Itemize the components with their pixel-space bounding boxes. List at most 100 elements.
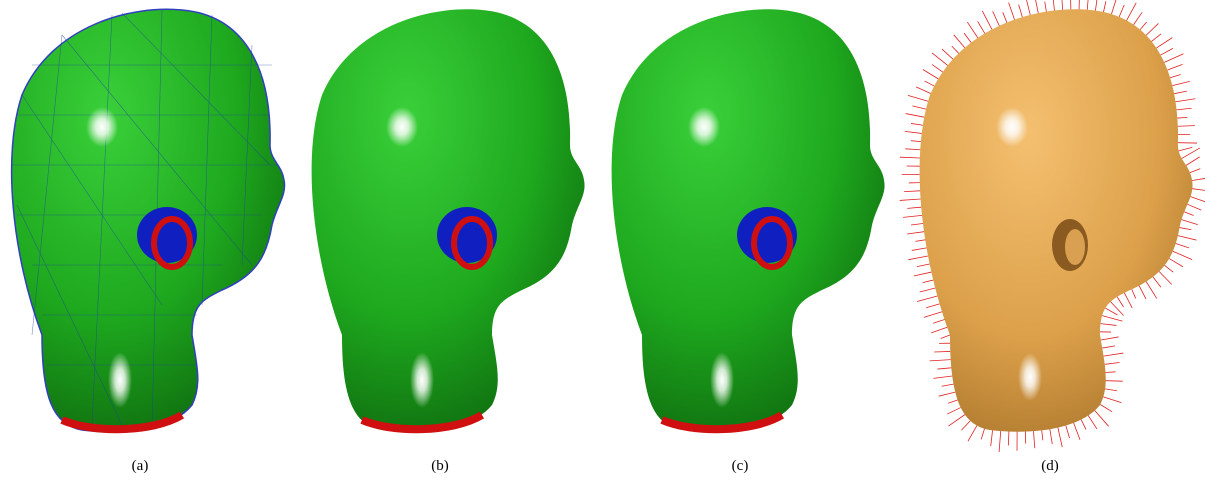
normal-spike (933, 376, 952, 378)
normal-spike (907, 207, 921, 208)
normal-spike (907, 232, 924, 234)
normal-spike (942, 49, 953, 59)
normal-spike (1003, 12, 1007, 22)
normal-spike (934, 351, 950, 352)
normal-spike (981, 429, 984, 440)
normal-spike (906, 114, 925, 118)
normal-spike (900, 157, 920, 158)
caption: (c) (732, 458, 749, 474)
caption: (b) (431, 458, 449, 474)
normal-spike (999, 431, 1001, 452)
normal-spike (967, 22, 978, 38)
normal-spike (914, 272, 932, 276)
normal-spike (1095, 411, 1109, 427)
normal-spike (948, 415, 964, 426)
normal-spike (931, 327, 947, 333)
normal-spike (1009, 3, 1015, 20)
normal-spike (1066, 426, 1070, 438)
normal-spike (916, 87, 931, 94)
normal-spike (1053, 0, 1055, 10)
normal-spike (1008, 432, 1009, 446)
normal-spike (905, 131, 922, 133)
normal-spike (1159, 271, 1172, 284)
normal-spike (912, 106, 926, 109)
normal-spike (933, 320, 944, 324)
normal-spike (905, 149, 920, 150)
normal-spike (942, 384, 954, 386)
normal-spike (982, 11, 992, 30)
normal-spike (1173, 251, 1192, 259)
normal-spike (1170, 75, 1181, 78)
normal-spike (1105, 308, 1117, 315)
normal-spike (1156, 38, 1172, 48)
normal-spike (1127, 3, 1137, 21)
normal-spike (1192, 178, 1205, 181)
normal-spike (964, 33, 971, 43)
normal-spike (1045, 2, 1047, 12)
normal-spike (1081, 420, 1086, 430)
page: (a) (b) (c) (d) (() => { const data = JS… (0, 0, 1205, 484)
normal-spike (1100, 404, 1112, 411)
head-render-c (612, 9, 885, 431)
normal-spike (1087, 0, 1089, 10)
normal-spike (1042, 430, 1043, 440)
normal-spike (1101, 337, 1119, 340)
head-render-d (900, 0, 1205, 452)
normal-spike (1179, 147, 1193, 150)
normal-spike (1132, 289, 1136, 298)
head-render-a (12, 9, 285, 431)
caption: (a) (132, 458, 149, 474)
normal-spike (1146, 23, 1158, 35)
normal-spike (937, 368, 951, 369)
normal-spike (1186, 157, 1200, 166)
normal-spike (1184, 212, 1193, 216)
normal-spike (1172, 81, 1189, 85)
normal-spike (1103, 397, 1121, 403)
normal-spike (917, 264, 930, 267)
caption: (d) (1041, 458, 1059, 474)
normal-spike (923, 280, 934, 283)
normal-spike (1178, 236, 1196, 240)
normal-spike (968, 426, 977, 442)
normal-spike (904, 191, 920, 192)
normal-spike (1140, 22, 1146, 30)
normal-spike (1176, 244, 1189, 248)
normal-spike (908, 256, 928, 260)
normal-spike (1165, 265, 1174, 272)
normal-spike (1050, 429, 1052, 444)
normal-spike (952, 46, 959, 53)
normal-spike (920, 288, 935, 292)
normal-spike (947, 408, 961, 414)
normal-spike (1134, 12, 1143, 24)
normal-spike (1187, 204, 1201, 210)
head-render-b (312, 9, 585, 431)
normal-spike (1190, 197, 1205, 204)
normal-spike (912, 248, 927, 251)
normal-spike (993, 11, 1000, 26)
normal-spike (1111, 0, 1116, 14)
normal-spike (1176, 99, 1196, 102)
normal-spike (923, 70, 938, 79)
normal-spike (1177, 117, 1187, 118)
normal-spike (1106, 372, 1116, 373)
normal-spike (1190, 169, 1200, 173)
normal-spike (1161, 48, 1173, 55)
normal-spike (1074, 423, 1080, 440)
normal-spike (924, 312, 942, 318)
normal-spike (1058, 428, 1062, 448)
normal-spike (1180, 228, 1192, 230)
figure: (a) (b) (c) (d) (0, 0, 1205, 484)
normal-spike (1102, 346, 1115, 348)
normal-spike (926, 304, 939, 308)
normal-spike (903, 215, 922, 217)
normal-spike (1192, 189, 1205, 191)
normal-spike (1101, 324, 1117, 326)
normal-spike (1177, 108, 1192, 110)
normal-spike (1025, 0, 1030, 15)
normal-spike (961, 421, 970, 430)
normal-spike (941, 335, 950, 339)
normal-spike (1019, 5, 1023, 17)
normal-spike (1102, 316, 1122, 322)
normal-spike (948, 400, 957, 403)
normal-spike (1174, 91, 1187, 94)
